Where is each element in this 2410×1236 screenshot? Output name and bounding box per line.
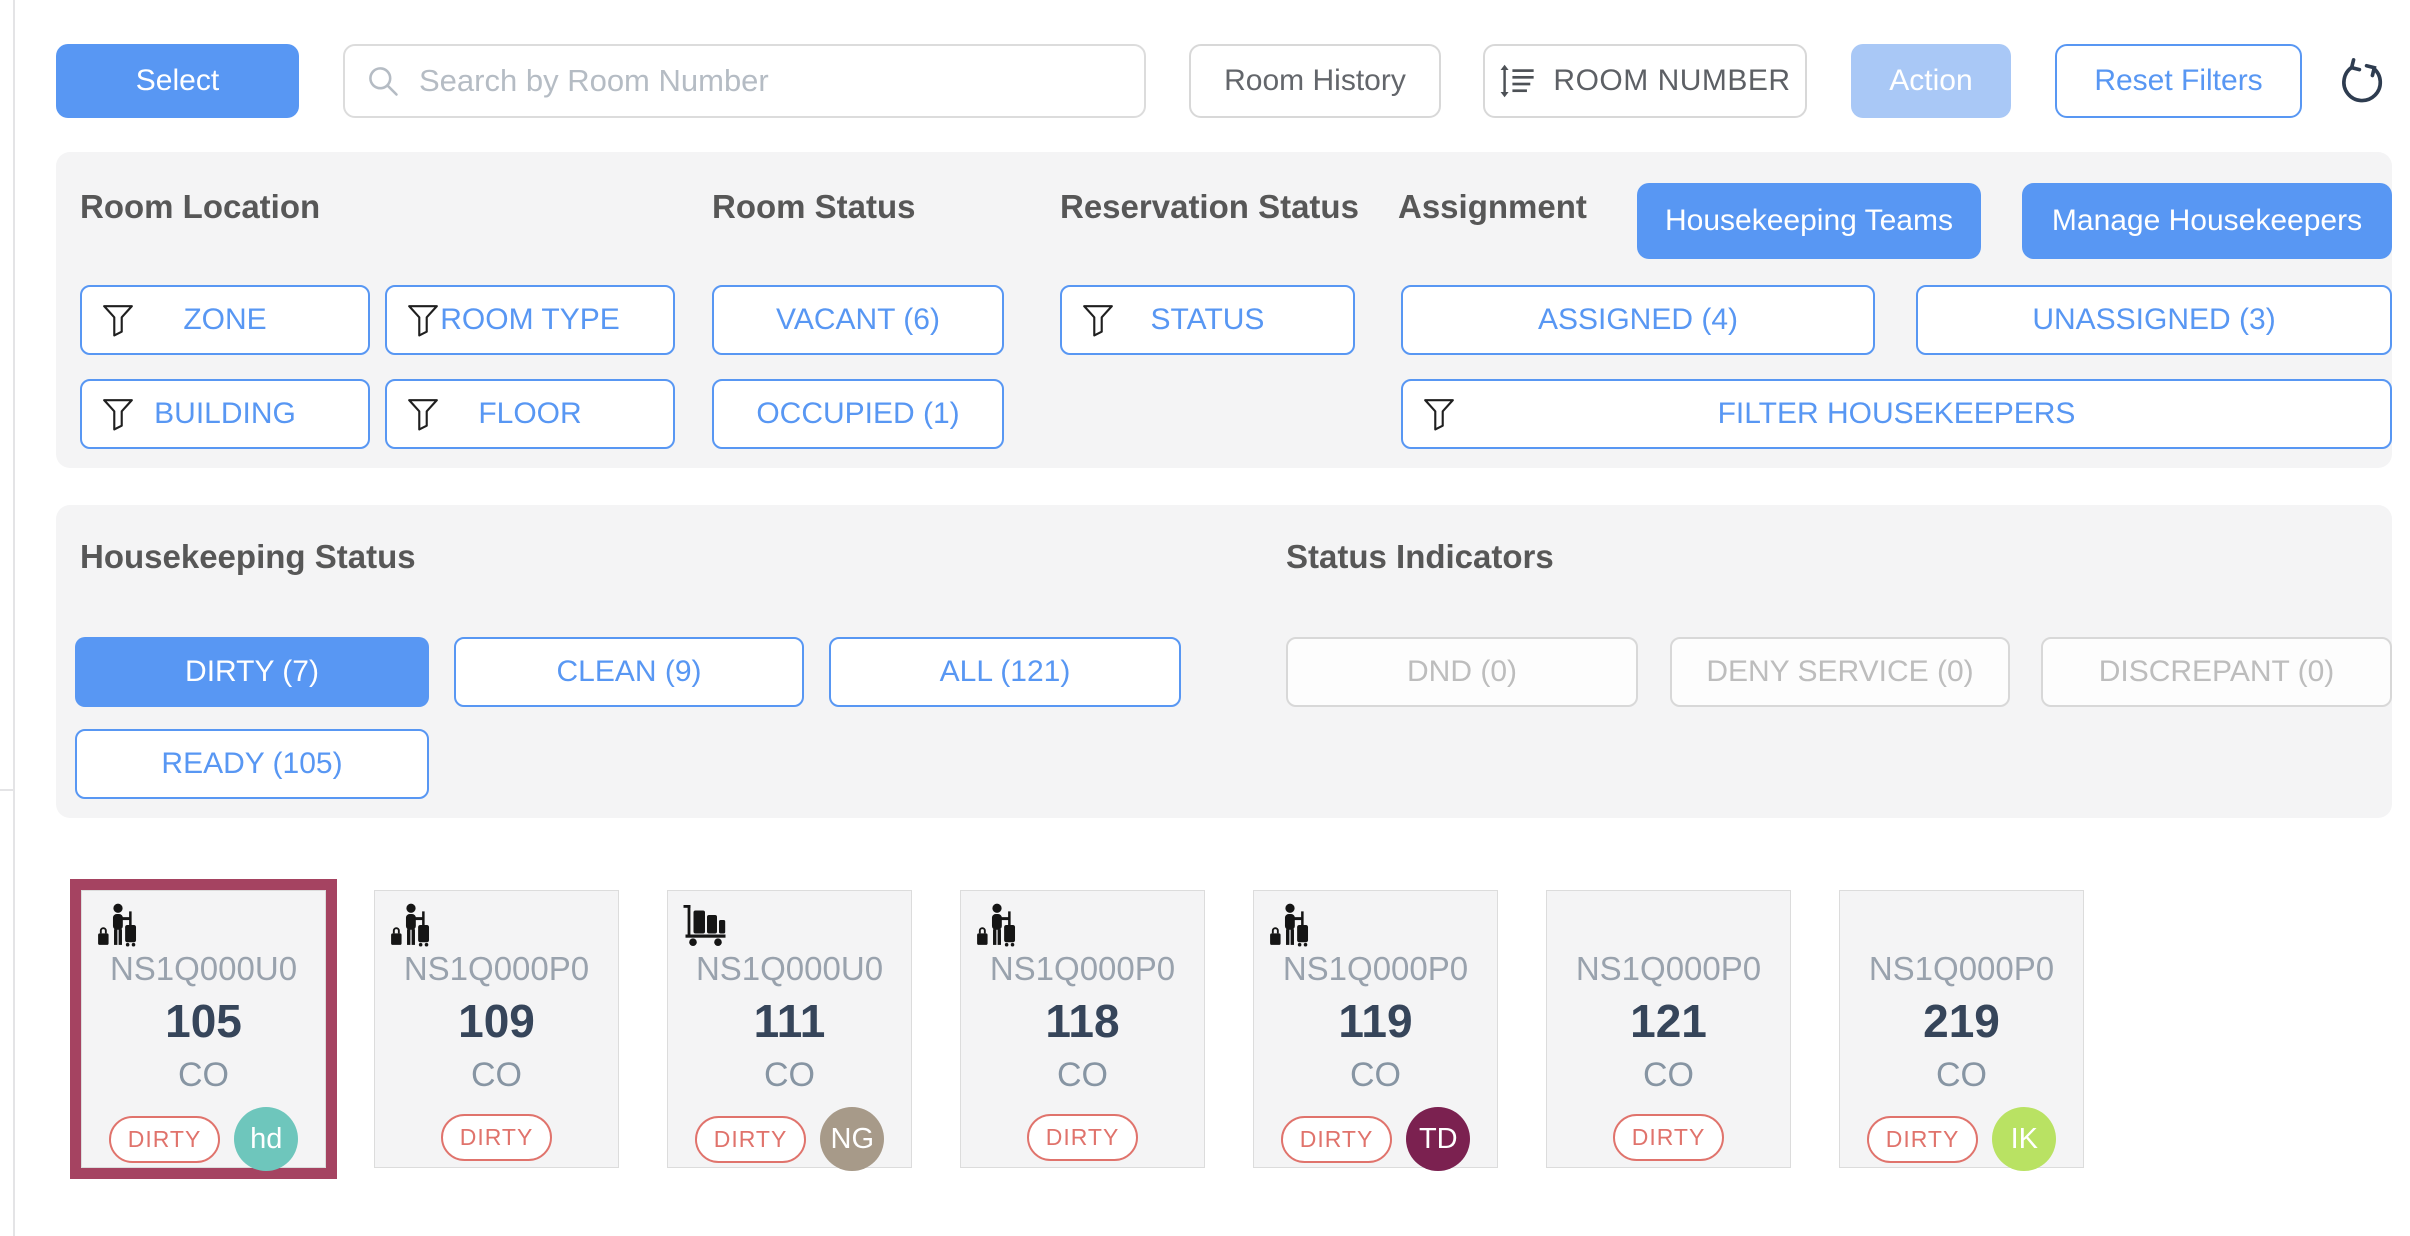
floor-filter-label: FLOOR (478, 397, 582, 430)
room-number: 118 (1045, 995, 1120, 1047)
zone-filter-label: ZONE (183, 303, 267, 336)
reservation-status-title: Reservation Status (1060, 188, 1359, 225)
room-type-code: NS1Q000P0 (1868, 950, 2055, 987)
room-type-code: NS1Q000P0 (1575, 950, 1762, 987)
funnel-icon (1423, 398, 1455, 439)
occupied-filter-button[interactable]: OCCUPIED (1) (712, 379, 1004, 449)
room-card-219[interactable]: NS1Q000P0 219 CO DIRTY IK (1839, 890, 2084, 1171)
luggage-cart-icon (681, 903, 729, 952)
reservation-status-code: CO (1057, 1056, 1108, 1094)
left-divider (13, 0, 15, 1236)
all-filter-button[interactable]: ALL (121) (829, 637, 1181, 707)
status-filter-label: STATUS (1150, 303, 1265, 336)
reservation-status-code: CO (1936, 1056, 1987, 1094)
status-panel: Housekeeping Status Status Indicators DI… (56, 505, 2392, 818)
unassigned-filter-button[interactable]: UNASSIGNED (3) (1916, 285, 2392, 355)
select-button[interactable]: Select (56, 44, 299, 118)
building-filter-label: BUILDING (154, 397, 296, 430)
sort-label: ROOM NUMBER (1553, 64, 1791, 97)
room-type-filter-label: ROOM TYPE (440, 303, 620, 336)
room-location-title: Room Location (80, 188, 321, 225)
dirty-status-pill: DIRTY (440, 1113, 553, 1161)
reservation-status-code: CO (471, 1056, 522, 1094)
filter-panel: Room Location Room Status Reservation St… (56, 152, 2392, 468)
dirty-status-pill: DIRTY (1026, 1113, 1139, 1161)
room-number: 109 (458, 995, 535, 1047)
funnel-icon (102, 304, 134, 345)
search-input[interactable] (343, 44, 1146, 118)
reset-filters-button[interactable]: Reset Filters (2055, 44, 2302, 118)
funnel-icon (102, 398, 134, 439)
filter-housekeepers-button[interactable]: FILTER HOUSEKEEPERS (1401, 379, 2392, 449)
room-type-code: NS1Q000P0 (989, 950, 1176, 987)
reservation-status-code: CO (178, 1056, 229, 1094)
manage-housekeepers-button[interactable]: Manage Housekeepers (2022, 183, 2392, 259)
dirty-status-pill: DIRTY (108, 1115, 221, 1163)
floor-filter-button[interactable]: FLOOR (385, 379, 675, 449)
room-number: 121 (1630, 995, 1707, 1047)
housekeeper-badge: hd (234, 1107, 299, 1171)
room-type-code: NS1Q000U0 (695, 950, 884, 987)
dirty-filter-button[interactable]: DIRTY (7) (75, 637, 429, 707)
room-card-109[interactable]: NS1Q000P0 109 CO DIRTY (374, 890, 619, 1168)
zone-filter-button[interactable]: ZONE (80, 285, 370, 355)
status-indicators-title: Status Indicators (1286, 538, 1554, 575)
room-card-105[interactable]: NS1Q000U0 105 CO DIRTY hd (81, 890, 326, 1171)
assigned-filter-button[interactable]: ASSIGNED (4) (1401, 285, 1875, 355)
room-number: 219 (1923, 995, 2000, 1047)
guest-with-luggage-icon (1267, 902, 1313, 952)
guest-with-luggage-icon (974, 902, 1020, 952)
guest-with-luggage-icon (388, 902, 434, 952)
refresh-icon[interactable] (2330, 50, 2394, 114)
ready-filter-button[interactable]: READY (105) (75, 729, 429, 799)
search-box (343, 44, 1146, 118)
room-type-code: NS1Q000P0 (403, 950, 590, 987)
room-status-title: Room Status (712, 188, 916, 225)
deny-service-indicator-button[interactable]: DENY SERVICE (0) (1670, 637, 2010, 707)
dirty-status-pill: DIRTY (1866, 1115, 1979, 1163)
vacant-filter-button[interactable]: VACANT (6) (712, 285, 1004, 355)
room-type-code: NS1Q000U0 (109, 950, 298, 987)
discrepant-indicator-button[interactable]: DISCREPANT (0) (2041, 637, 2392, 707)
reservation-status-code: CO (764, 1056, 815, 1094)
room-card-111[interactable]: NS1Q000U0 111 CO DIRTY NG (667, 890, 912, 1171)
room-type-filter-button[interactable]: ROOM TYPE (385, 285, 675, 355)
room-card-121[interactable]: NS1Q000P0 121 CO DIRTY (1546, 890, 1791, 1168)
housekeeper-badge: NG (820, 1107, 885, 1171)
reservation-status-code: CO (1643, 1056, 1694, 1094)
housekeeping-status-title: Housekeeping Status (80, 538, 416, 575)
reservation-status-code: CO (1350, 1056, 1401, 1094)
building-filter-button[interactable]: BUILDING (80, 379, 370, 449)
reservation-status-filter-button[interactable]: STATUS (1060, 285, 1355, 355)
dirty-status-pill: DIRTY (1612, 1113, 1725, 1161)
funnel-icon (407, 398, 439, 439)
room-history-button[interactable]: Room History (1189, 44, 1441, 118)
room-number: 111 (753, 995, 826, 1047)
room-number: 119 (1338, 995, 1413, 1047)
filter-housekeepers-label: FILTER HOUSEKEEPERS (1717, 397, 2076, 430)
dirty-status-pill: DIRTY (694, 1115, 807, 1163)
left-divider-tick (0, 789, 14, 791)
funnel-icon (1082, 304, 1114, 345)
assignment-title: Assignment (1398, 188, 1587, 225)
dirty-status-pill: DIRTY (1280, 1115, 1393, 1163)
room-number: 105 (165, 995, 242, 1047)
room-card-118[interactable]: NS1Q000P0 118 CO DIRTY (960, 890, 1205, 1168)
room-card-grid: NS1Q000U0 105 CO DIRTY hd NS1Q000P0 109 … (81, 890, 2084, 1171)
guest-with-luggage-icon (95, 902, 141, 952)
room-type-code: NS1Q000P0 (1282, 950, 1469, 987)
sort-icon (1499, 64, 1537, 98)
sort-by-room-number-button[interactable]: ROOM NUMBER (1483, 44, 1807, 118)
dnd-indicator-button[interactable]: DND (0) (1286, 637, 1638, 707)
housekeeper-badge: TD (1406, 1107, 1471, 1171)
room-card-119[interactable]: NS1Q000P0 119 CO DIRTY TD (1253, 890, 1498, 1171)
action-button[interactable]: Action (1851, 44, 2011, 118)
housekeeper-badge: IK (1992, 1107, 2057, 1171)
funnel-icon (407, 304, 439, 345)
clean-filter-button[interactable]: CLEAN (9) (454, 637, 804, 707)
housekeeping-teams-button[interactable]: Housekeeping Teams (1637, 183, 1981, 259)
search-icon (365, 63, 401, 104)
